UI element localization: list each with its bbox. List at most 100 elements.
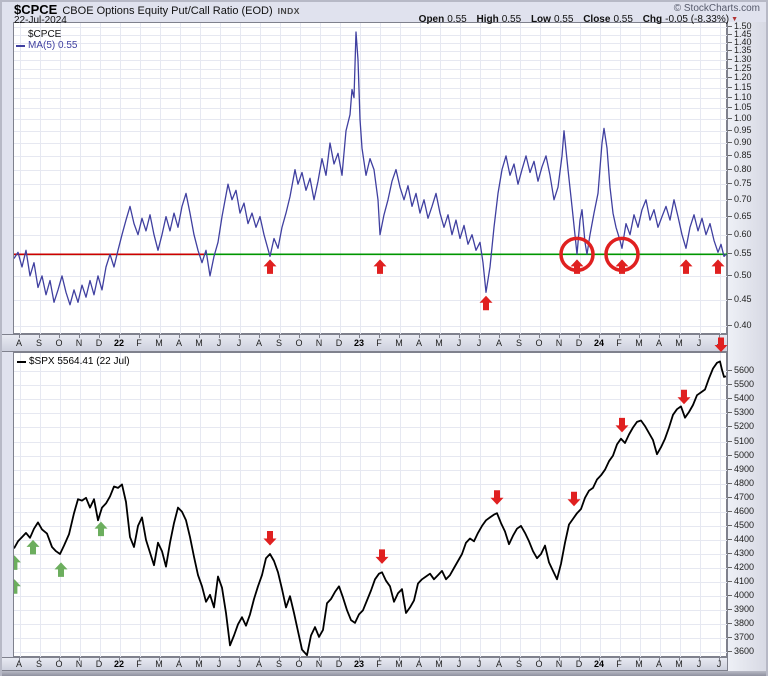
month-tick-mark	[79, 658, 80, 661]
month-tick-mark	[619, 335, 620, 338]
month-tick-mark	[559, 335, 560, 338]
month-tick-mark	[179, 658, 180, 661]
month-axis-bottom: A S O N D 22 F M A M J J A S O N D 23 F M A M J J A S O N D 24 F M A M J J	[0, 657, 727, 671]
y-axis-label: 1.40	[734, 37, 752, 48]
month-axis-label: A	[495, 338, 502, 348]
year-axis-label: 23	[353, 659, 364, 669]
month-axis-label: N	[555, 338, 563, 348]
month-tick-mark	[239, 658, 240, 661]
month-axis-label: J	[696, 659, 702, 669]
month-tick-mark	[599, 658, 600, 661]
high-value: 0.55	[501, 14, 522, 25]
month-tick-mark	[639, 658, 640, 661]
month-axis-label: J	[456, 338, 462, 348]
axis-tick-mark	[728, 233, 732, 235]
axis-tick-mark	[728, 384, 732, 386]
axis-tick-mark	[728, 76, 732, 78]
axis-tick-mark	[728, 50, 732, 52]
month-tick-mark	[719, 658, 720, 661]
month-axis-label: F	[616, 659, 622, 669]
axis-tick-mark	[728, 154, 732, 156]
month-axis-label: M	[395, 659, 403, 669]
y-axis-label: 1.05	[734, 102, 752, 113]
y-axis-label: 0.85	[734, 149, 752, 160]
high-label: High	[476, 14, 499, 25]
y-axis-label: 0.40	[734, 320, 752, 331]
ohlc-row: Open 0.55 High 0.55 Low 0.55 Close 0.55 Chg -…	[412, 14, 738, 25]
y-axis-label: 0.80	[734, 163, 752, 174]
y-axis-label: 4800	[734, 477, 755, 488]
month-tick-mark	[459, 658, 460, 661]
month-tick-mark	[39, 335, 40, 338]
month-tick-mark	[359, 335, 360, 338]
month-axis-label: M	[195, 659, 203, 669]
month-axis-label: A	[655, 338, 662, 348]
month-tick-mark	[59, 335, 60, 338]
y-axis-label: 1.25	[734, 62, 752, 73]
month-axis-label: M	[675, 338, 683, 348]
month-axis-label: F	[376, 659, 382, 669]
month-tick-mark	[519, 658, 520, 661]
month-axis-label: A	[175, 338, 182, 348]
axis-tick-mark	[728, 86, 732, 88]
month-axis-label: D	[335, 659, 343, 669]
y-axis-label: 0.55	[734, 248, 752, 259]
up-arrow-annotation	[14, 579, 21, 594]
month-axis-label: D	[335, 338, 343, 348]
y-axis-label: 5500	[734, 379, 755, 390]
month-axis-label: F	[136, 338, 142, 348]
month-axis-label: N	[315, 659, 323, 669]
cpce-svg	[14, 23, 728, 335]
low-value: 0.55	[553, 14, 574, 25]
cpce-plot-area: $CPCE MA(5) 0.55	[13, 22, 728, 335]
down-arrow-annotation	[714, 337, 728, 352]
month-tick-mark	[279, 658, 280, 661]
y-axis-label: 4300	[734, 547, 755, 558]
month-axis-label: J	[216, 338, 222, 348]
month-tick-mark	[259, 658, 260, 661]
y-axis-label: 1.45	[734, 29, 752, 40]
spx-svg	[14, 353, 728, 658]
month-axis-label: O	[535, 659, 543, 669]
up-arrow-annotation	[54, 562, 68, 577]
month-tick-mark	[579, 658, 580, 661]
axis-tick-mark	[728, 67, 732, 69]
month-tick-mark	[119, 335, 120, 338]
month-tick-mark	[439, 658, 440, 661]
chart-symbol: $CPCE	[14, 2, 58, 17]
month-tick-mark	[379, 335, 380, 338]
y-axis-label: 4500	[734, 519, 755, 530]
window-bottom-edge	[0, 671, 768, 676]
month-axis-label: D	[575, 659, 583, 669]
y-axis-label: 0.60	[734, 228, 752, 239]
up-arrow-annotation	[615, 259, 629, 274]
month-tick-mark	[679, 658, 680, 661]
gridlines	[14, 23, 728, 335]
month-axis-label: J	[716, 659, 722, 669]
month-tick-mark	[439, 335, 440, 338]
month-axis-label: A	[255, 659, 262, 669]
month-tick-mark	[219, 335, 220, 338]
month-tick-mark	[399, 335, 400, 338]
highlight-circle-annotation	[604, 236, 640, 273]
y-axis-label: 1.30	[734, 53, 752, 64]
month-axis-label: D	[95, 338, 103, 348]
axis-tick-mark	[728, 253, 732, 255]
year-axis-label: 22	[113, 659, 124, 669]
month-tick-mark	[319, 335, 320, 338]
down-arrow-annotation	[375, 549, 389, 564]
month-axis-label: S	[35, 338, 42, 348]
change-down-triangle-icon: ▼	[731, 16, 738, 23]
month-tick-mark	[339, 658, 340, 661]
month-axis-label: A	[15, 338, 22, 348]
axis-tick-mark	[728, 595, 732, 597]
month-tick-mark	[99, 658, 100, 661]
month-axis-label: S	[515, 338, 522, 348]
y-axis-label: 0.50	[734, 269, 752, 280]
axis-tick-mark	[728, 552, 732, 554]
down-arrow-annotation	[263, 531, 277, 546]
up-arrow-annotation	[373, 259, 387, 274]
stockcharts-copyright-link[interactable]: © StockCharts.com	[673, 3, 760, 14]
up-arrow-annotation	[263, 259, 277, 274]
month-tick-mark	[59, 658, 60, 661]
